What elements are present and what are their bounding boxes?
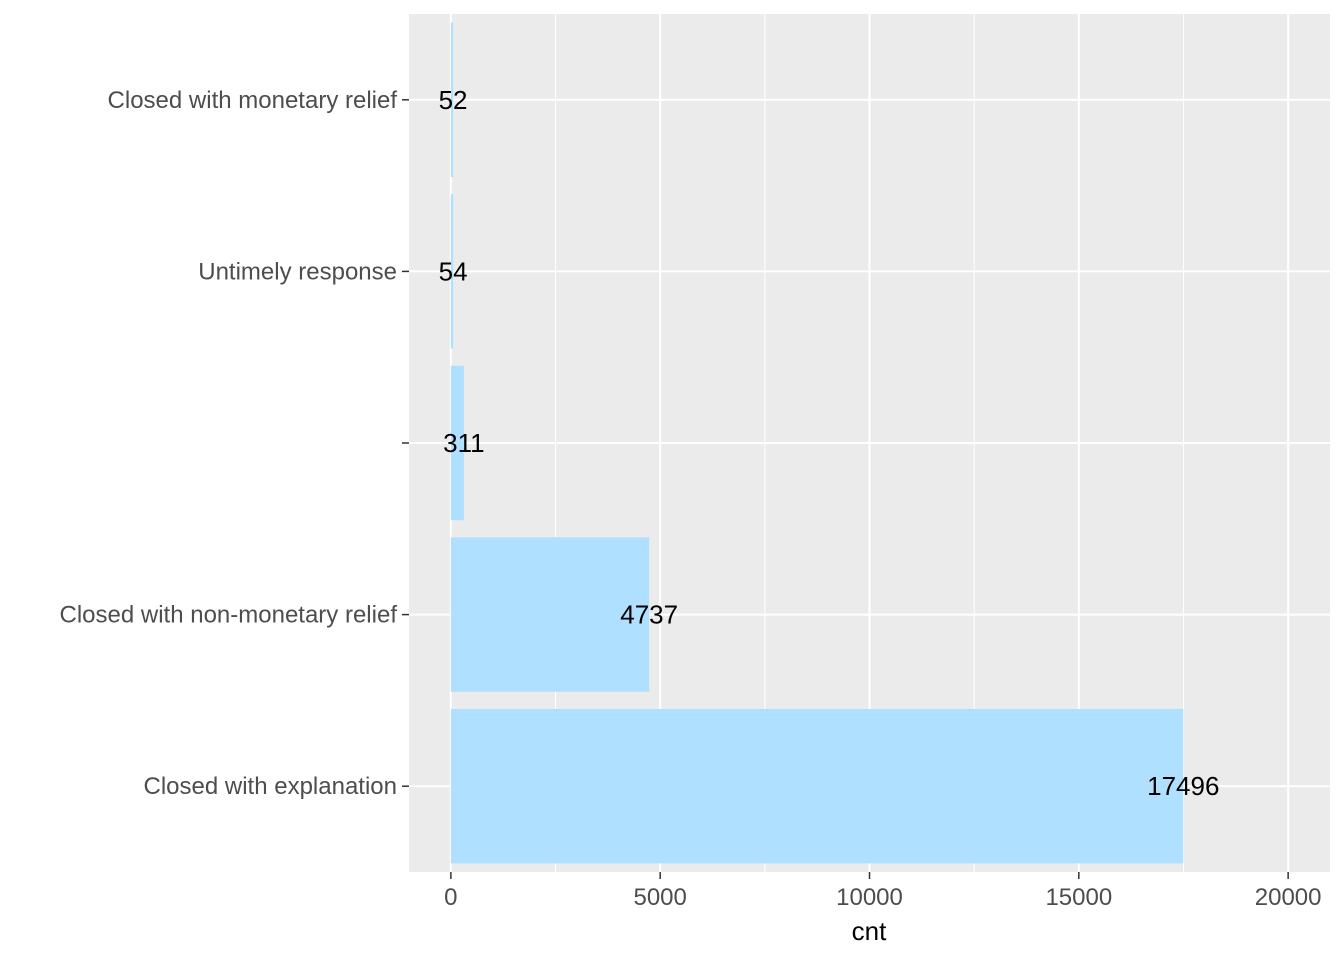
y-tick-label: Closed with monetary relief [108,87,398,114]
x-axis-title: cnt [852,916,887,946]
x-tick-label: 10000 [836,884,903,911]
data-label: 17496 [1147,771,1219,801]
bar [450,537,650,692]
y-axis: Closed with monetary relief Untimely resp… [60,87,409,800]
data-labels: 52 54 311 4737 17496 [439,85,1220,801]
x-tick-label: 0 [444,884,457,911]
x-tick-label: 15000 [1045,884,1112,911]
bar [450,708,1184,864]
y-tick-label: Closed with explanation [144,773,398,800]
data-label: 54 [439,256,468,286]
bar [450,194,454,349]
y-tick-label: Untimely response [198,258,397,285]
x-tick-label: 20000 [1255,884,1322,911]
bars [450,22,1184,864]
bar [450,365,464,521]
x-axis: 0 5000 10000 15000 20000 [444,872,1322,911]
y-tick-label: Closed with non-monetary relief [60,602,398,629]
data-label: 311 [443,428,484,458]
bar [450,22,454,178]
data-label: 4737 [620,600,678,630]
x-tick-label: 5000 [633,884,686,911]
data-label: 52 [439,85,468,115]
